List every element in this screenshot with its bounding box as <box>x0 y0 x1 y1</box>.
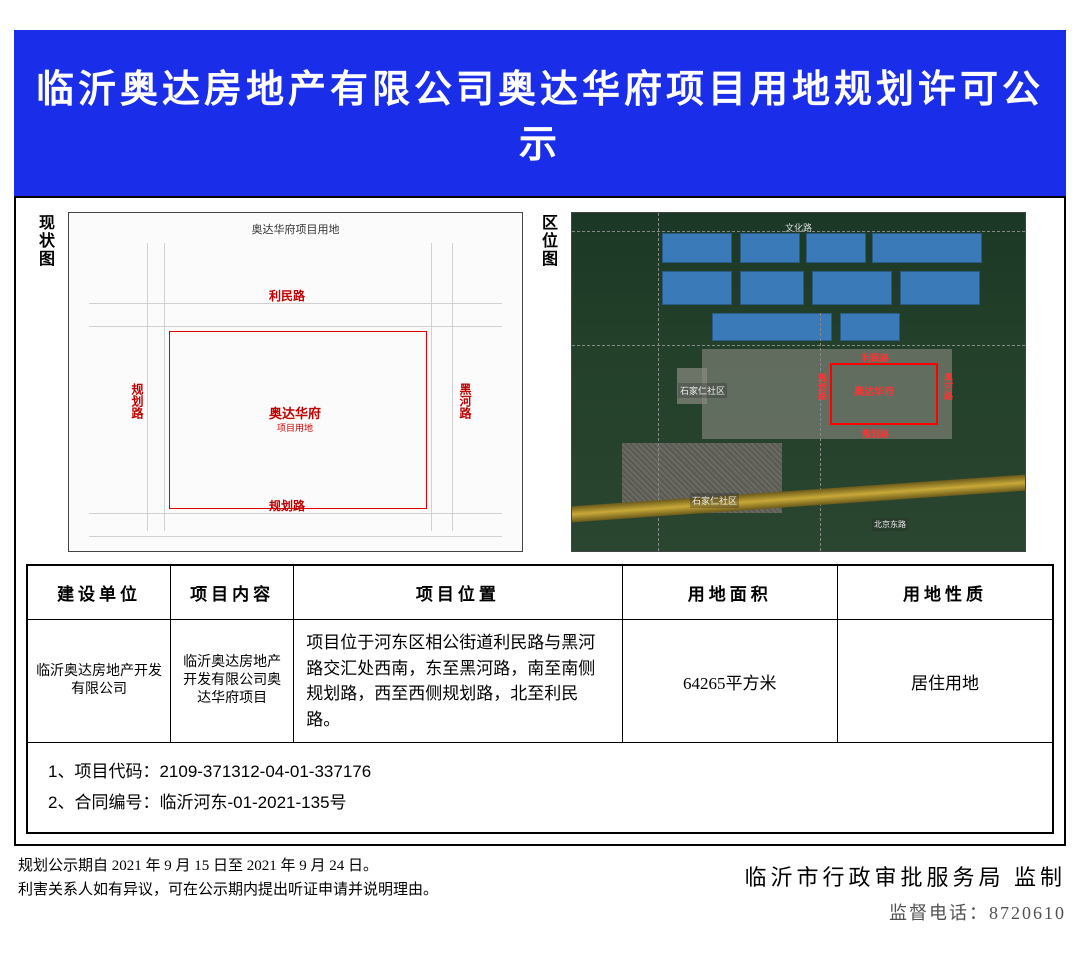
map-label-right: 区位图 <box>535 212 559 552</box>
td-unit-text: 临沂奥达房地产开发有限公司 <box>36 663 162 699</box>
sat-road-west-label: 规划路 <box>816 373 829 400</box>
codes-cell: 1、项目代码：2109-371312-04-01-337176 2、合同编号：临… <box>27 743 1053 834</box>
th-content: 项目内容 <box>171 565 294 620</box>
sat-highway-label: 北京东路 <box>872 518 908 531</box>
map-label-left: 现状图 <box>32 212 56 552</box>
td-location: 项目位于河东区相公街道利民路与黑河路交汇处西南，东至黑河路，南至南侧规划路，西至… <box>294 620 622 743</box>
satellite-map: 文化路 <box>572 213 1025 551</box>
code-line-2: 2、合同编号：临沂河东-01-2021-135号 <box>48 788 1032 819</box>
footer-row: 规划公示期自 2021 年 9 月 15 日至 2021 年 9 月 24 日。… <box>0 846 1080 928</box>
sat-building <box>900 271 980 305</box>
footer-supervisor: 临沂市行政审批服务局 监制 <box>744 860 1066 895</box>
road-label-north: 利民路 <box>269 287 305 304</box>
sat-road-north-label: 利民路 <box>862 351 889 364</box>
road-west <box>147 243 165 531</box>
td-area: 64265平方米 <box>622 620 837 743</box>
footer-notice: 利害关系人如有异议，可在公示期内提出听证申请并说明理由。 <box>18 878 438 902</box>
sat-building <box>806 233 866 263</box>
sat-road-h <box>572 231 1025 232</box>
footer-right: 临沂市行政审批服务局 监制 监督电话：8720610 <box>744 854 1066 928</box>
plot-name-label: 奥达华府 <box>269 403 321 422</box>
sat-plot-name: 奥达华府 <box>854 383 894 398</box>
footer-period: 规划公示期自 2021 年 9 月 15 日至 2021 年 9 月 24 日。 <box>18 854 438 878</box>
sat-road-v <box>820 313 821 551</box>
sat-community1: 石家仁社区 <box>678 383 727 398</box>
road-label-west: 规划路 <box>129 383 146 419</box>
sat-road-h <box>572 345 1025 346</box>
sat-road-east-label: 黑河路 <box>942 373 955 400</box>
maps-row: 现状图 奥达华府项目用地 利民路 规划路 规划路 黑河路 奥达华府 项目用地 <box>26 208 1054 562</box>
plan-map-box: 奥达华府项目用地 利民路 规划路 规划路 黑河路 奥达华府 项目用地 <box>68 212 523 552</box>
road-label-south: 规划路 <box>269 497 305 514</box>
road-label-east: 黑河路 <box>457 383 474 419</box>
plan-grid: 利民路 规划路 规划路 黑河路 奥达华府 项目用地 <box>89 243 502 531</box>
sat-building <box>662 271 732 305</box>
main-content-frame: 现状图 奥达华府项目用地 利民路 规划路 规划路 黑河路 奥达华府 项目用地 <box>14 196 1066 846</box>
info-table: 建设单位 项目内容 项目位置 用地面积 用地性质 临沂奥达房地产开发有限公司 临… <box>26 564 1054 834</box>
sat-building <box>840 313 900 341</box>
sat-building <box>662 233 732 263</box>
sat-building <box>740 233 800 263</box>
footer-phone: 监督电话：8720610 <box>744 899 1066 928</box>
td-nature: 居住用地 <box>838 620 1054 743</box>
sat-building <box>872 233 982 263</box>
sat-road-south-label: 规划路 <box>862 427 889 440</box>
plan-map-title: 奥达华府项目用地 <box>69 221 522 237</box>
th-nature: 用地性质 <box>838 565 1054 620</box>
plot-sub-label: 项目用地 <box>277 421 313 434</box>
th-location: 项目位置 <box>294 565 622 620</box>
th-unit: 建设单位 <box>27 565 171 620</box>
sat-building <box>740 271 804 305</box>
sat-building <box>812 271 892 305</box>
satellite-map-box: 文化路 <box>571 212 1026 552</box>
td-content: 临沂奥达房地产开发有限公司奥达华府项目 <box>171 620 294 743</box>
td-content-text: 临沂奥达房地产开发有限公司奥达华府项目 <box>179 654 285 709</box>
table-header-row: 建设单位 项目内容 项目位置 用地面积 用地性质 <box>27 565 1053 620</box>
plan-map: 奥达华府项目用地 利民路 规划路 规划路 黑河路 奥达华府 项目用地 <box>69 213 522 551</box>
table-data-row: 临沂奥达房地产开发有限公司 临沂奥达房地产开发有限公司奥达华府项目 项目位于河东… <box>27 620 1053 743</box>
road-east <box>431 243 453 531</box>
table-codes-row: 1、项目代码：2109-371312-04-01-337176 2、合同编号：临… <box>27 743 1053 834</box>
code-line-1: 1、项目代码：2109-371312-04-01-337176 <box>48 757 1032 788</box>
sat-building <box>712 313 832 341</box>
sat-community2: 石家仁社区 <box>690 493 739 508</box>
td-unit: 临沂奥达房地产开发有限公司 <box>27 620 171 743</box>
th-area: 用地面积 <box>622 565 837 620</box>
header-banner: 临沂奥达房地产有限公司奥达华府项目用地规划许可公示 <box>14 30 1066 196</box>
header-title: 临沂奥达房地产有限公司奥达华府项目用地规划许可公示 <box>36 69 1044 166</box>
footer-left: 规划公示期自 2021 年 9 月 15 日至 2021 年 9 月 24 日。… <box>18 854 438 928</box>
